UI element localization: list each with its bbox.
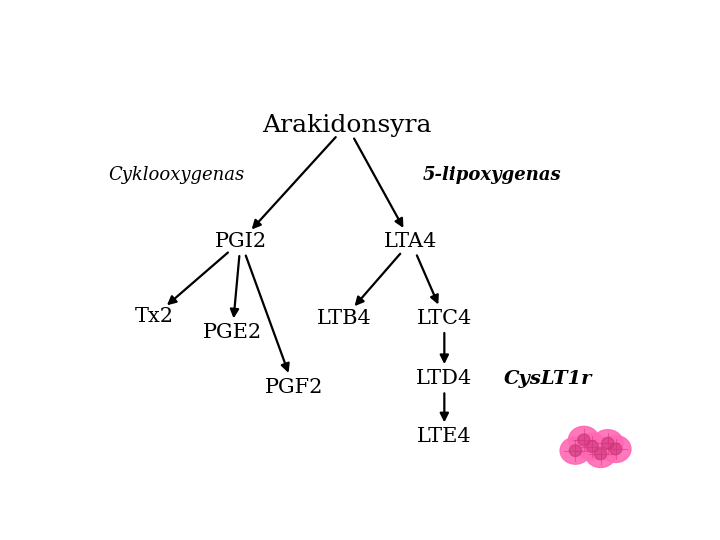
- Ellipse shape: [593, 430, 624, 457]
- Text: LTA4: LTA4: [384, 232, 438, 251]
- Ellipse shape: [585, 441, 616, 468]
- Text: PGF2: PGF2: [264, 377, 323, 396]
- Ellipse shape: [570, 445, 582, 456]
- Ellipse shape: [569, 427, 599, 454]
- Text: PGE2: PGE2: [203, 323, 262, 342]
- Ellipse shape: [602, 437, 614, 449]
- Ellipse shape: [610, 443, 622, 455]
- Ellipse shape: [595, 448, 607, 460]
- Ellipse shape: [577, 433, 608, 460]
- Text: Tx2: Tx2: [135, 307, 174, 326]
- Text: LTC4: LTC4: [417, 309, 472, 328]
- Ellipse shape: [577, 434, 590, 446]
- Text: LTE4: LTE4: [417, 428, 472, 447]
- Text: Cyklooxygenas: Cyklooxygenas: [109, 166, 245, 184]
- Text: LTB4: LTB4: [317, 309, 372, 328]
- Ellipse shape: [560, 437, 591, 464]
- Text: LTD4: LTD4: [416, 369, 472, 388]
- Text: PGI2: PGI2: [215, 232, 266, 251]
- Text: Arakidonsyra: Arakidonsyra: [262, 113, 431, 137]
- Text: 5-lipoxygenas: 5-lipoxygenas: [423, 166, 561, 184]
- Ellipse shape: [600, 435, 631, 463]
- Text: CysLT1r: CysLT1r: [503, 370, 592, 388]
- Ellipse shape: [586, 441, 598, 453]
